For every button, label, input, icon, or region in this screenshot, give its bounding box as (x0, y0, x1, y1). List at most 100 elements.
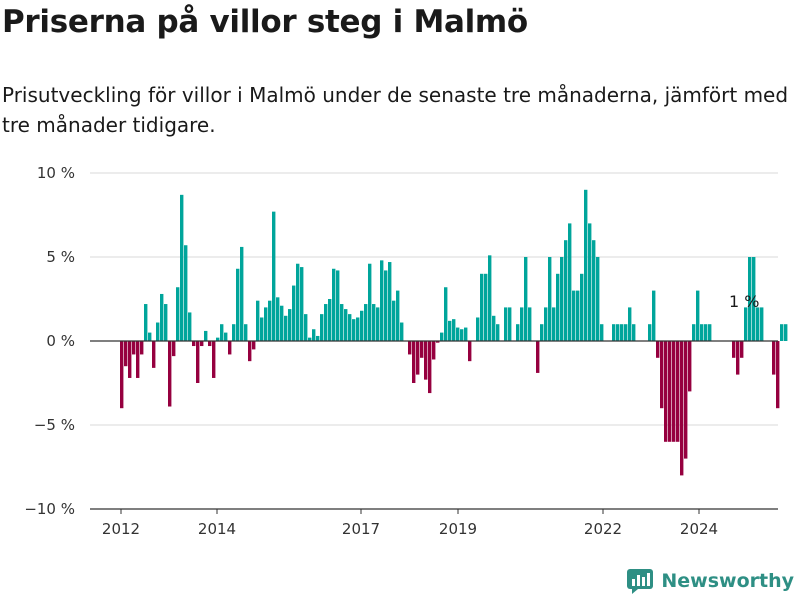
bar (128, 341, 132, 378)
bar (664, 341, 668, 442)
bar (344, 309, 348, 341)
bar (312, 329, 316, 341)
bar (384, 270, 388, 341)
bar (264, 307, 268, 341)
bar (268, 300, 272, 341)
bar (488, 255, 492, 341)
chart-subtitle: Prisutveckling för villor i Malmö under … (2, 83, 789, 137)
bar (332, 268, 336, 341)
bar (380, 260, 384, 341)
bar (660, 341, 664, 409)
bar (656, 341, 660, 358)
x-tick-label: 2014 (198, 520, 236, 535)
bar (192, 341, 196, 347)
bar (388, 262, 392, 341)
bar (324, 304, 328, 341)
bar (508, 307, 512, 341)
bar (688, 341, 692, 392)
bar (124, 341, 128, 367)
bar (328, 299, 332, 341)
bar (576, 290, 580, 341)
bar (444, 287, 448, 341)
y-tick-label: −10 % (24, 500, 75, 518)
bar (200, 341, 204, 347)
bar (596, 257, 600, 341)
bar (308, 337, 312, 341)
bar (348, 314, 352, 341)
chart-title: Priserna på villor steg i Malmö (2, 4, 528, 40)
bar (752, 257, 756, 341)
bar (244, 324, 248, 341)
bar (336, 270, 340, 341)
bar (428, 341, 432, 394)
bar (480, 273, 484, 341)
y-axis-labels: 10 % 5 % 0 % −5 % −10 % (24, 164, 75, 518)
bar (180, 194, 184, 341)
y-tick-label: 0 % (46, 332, 75, 350)
bar (408, 341, 412, 355)
bar (232, 324, 236, 341)
bar (700, 324, 704, 341)
bar (188, 312, 192, 341)
bar (584, 189, 588, 341)
bar (456, 327, 460, 341)
bar (668, 341, 672, 442)
bar (516, 324, 520, 341)
latest-value-annotation: 1 % (729, 292, 759, 311)
bar (224, 332, 228, 341)
bar (160, 293, 164, 341)
bar (136, 341, 140, 378)
bar-chart: 10 % 5 % 0 % −5 % −10 % 2012 2014 2017 2019 2022… (24, 164, 788, 535)
bar (420, 341, 424, 358)
bar (552, 307, 556, 341)
bar (376, 307, 380, 341)
bar (300, 267, 304, 341)
bar (288, 309, 292, 341)
bar (612, 324, 616, 341)
bar (696, 290, 700, 341)
bar (448, 320, 452, 341)
bar (280, 305, 284, 341)
bar (320, 314, 324, 341)
newsworthy-logo-icon (627, 569, 654, 594)
brand: Newsworthy (626, 568, 794, 594)
bar (120, 341, 124, 409)
bar (672, 341, 676, 442)
bar (248, 341, 252, 362)
bar (776, 341, 780, 409)
bar (352, 319, 356, 341)
bar (556, 273, 560, 341)
bar (580, 273, 584, 341)
bar (704, 324, 708, 341)
bar (440, 332, 444, 341)
y-tick-label: 5 % (46, 248, 75, 266)
axes (90, 340, 778, 510)
bar (744, 307, 748, 341)
x-tick-label: 2022 (584, 520, 622, 535)
bar (520, 307, 524, 341)
x-tick-label: 2017 (342, 520, 380, 535)
bar (176, 287, 180, 341)
x-tick-label: 2024 (680, 520, 718, 535)
bar (392, 300, 396, 341)
bar (564, 240, 568, 341)
bar (492, 315, 496, 341)
y-tick-label: 10 % (37, 164, 75, 182)
bar (424, 341, 428, 380)
bar (784, 324, 788, 341)
bar (156, 322, 160, 341)
bar (284, 315, 288, 341)
bar (228, 341, 232, 355)
bar (780, 324, 784, 341)
bar (452, 319, 456, 341)
x-tick-label: 2019 (439, 520, 477, 535)
bar (740, 341, 744, 358)
y-tick-label: −5 % (34, 416, 75, 434)
bar (468, 341, 472, 362)
bar (460, 329, 464, 341)
bar (504, 307, 508, 341)
bar (544, 307, 548, 341)
bar (620, 324, 624, 341)
bar (164, 304, 168, 341)
bar (396, 290, 400, 341)
